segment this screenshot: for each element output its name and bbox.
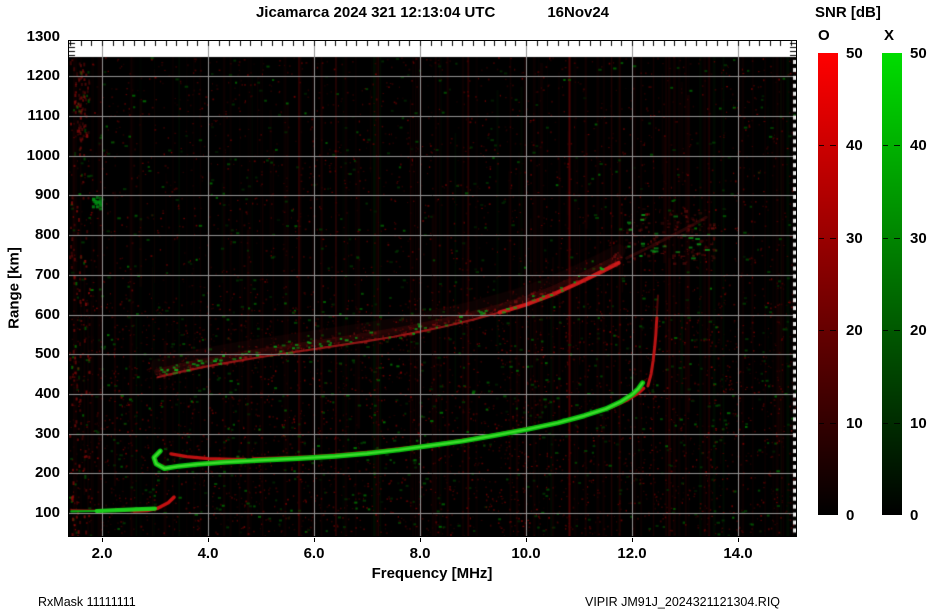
colorbar-tick-dash (894, 330, 900, 332)
y-tick-label: 1000 (26, 146, 60, 164)
colorbar-tick-dash (819, 330, 824, 332)
colorbar-tick-label: 50 (846, 45, 863, 62)
colorbar-title: SNR [dB] (815, 4, 881, 21)
y-tick-label: 900 (34, 186, 60, 204)
x-tick-mark (526, 538, 527, 542)
colorbar-tick-label: 40 (910, 137, 927, 155)
x-tick-label: 12.0 (617, 545, 647, 562)
x-tick-mark (208, 538, 209, 542)
y-tick-label: 200 (34, 464, 60, 482)
x-tick-label: 2.0 (91, 545, 113, 562)
y-tick-label: 300 (34, 424, 60, 442)
colorbar-tick-dash (819, 422, 824, 424)
y-tick-label: 100 (34, 504, 60, 521)
colorbar-tick-dash (883, 422, 888, 424)
x-tick-label: 10.0 (511, 545, 541, 562)
file-name-text: VIPIR JM91J_2024321121304.RIQ (585, 595, 781, 609)
x-tick-mark (102, 538, 103, 542)
y-tick-label: 1300 (26, 27, 60, 45)
y-tick-label: 800 (34, 226, 60, 244)
plot-date: 16Nov24 (547, 4, 610, 21)
y-tick-label: 600 (34, 305, 60, 323)
colorbar-tick-dash (830, 237, 836, 239)
y-tick-label: 400 (34, 384, 60, 402)
o-mode-colorbar (818, 53, 838, 515)
x-tick-mark (738, 538, 739, 542)
x-tick-mark (632, 538, 633, 542)
plot-title: Jicamarca 2024 321 12:13:04 UTC (255, 4, 496, 21)
ionogram-canvas (69, 41, 796, 536)
colorbar-tick-label: 30 (846, 229, 863, 247)
y-tick-label: 1100 (27, 107, 60, 124)
x-tick-label: 4.0 (197, 545, 219, 562)
colorbar-tick-dash (883, 237, 888, 239)
colorbar-tick-label: 50 (910, 45, 927, 62)
colorbar-tick-dash (883, 330, 888, 332)
colorbar-tick-label: 20 (910, 322, 927, 340)
colorbar-tick-label: 10 (910, 414, 927, 432)
colorbar-tick-label: 30 (910, 229, 927, 247)
x-mode-colorbar (882, 53, 902, 515)
colorbar-tick-dash (883, 145, 888, 147)
x-axis-label: Frequency [MHz] (371, 565, 493, 582)
x-tick-label: 8.0 (409, 545, 431, 562)
x-tick-label: 14.0 (723, 545, 753, 562)
y-tick-label: 1200 (26, 67, 60, 85)
x-tick-mark (314, 538, 315, 542)
rxmask-text: RxMask 11111111 (38, 595, 136, 609)
colorbar-tick-dash (894, 145, 900, 147)
colorbar-tick-label: 10 (846, 414, 863, 432)
x-mode-label: X (884, 27, 895, 44)
plot-frame (68, 40, 797, 537)
y-tick-label: 500 (34, 345, 60, 363)
colorbar-tick-dash (830, 330, 836, 332)
page-title: Jicamarca 2024 321 12:13:04 UTC 16Nov24 (68, 4, 797, 21)
colorbar-tick-dash (830, 422, 836, 424)
colorbar-tick-dash (894, 237, 900, 239)
colorbar-tick-label: 20 (846, 322, 863, 340)
colorbar-tick-label: 40 (846, 137, 863, 155)
x-tick-label: 6.0 (303, 545, 325, 562)
colorbar-tick-dash (894, 422, 900, 424)
colorbar-tick-dash (819, 145, 824, 147)
x-tick-mark (420, 538, 421, 542)
y-tick-label: 700 (34, 265, 60, 283)
colorbar-tick-dash (819, 237, 824, 239)
colorbar-tick-dash (830, 145, 836, 147)
colorbar-tick-label: 0 (910, 507, 919, 524)
colorbar-tick-label: 0 (846, 507, 855, 524)
o-mode-label: O (818, 27, 830, 44)
